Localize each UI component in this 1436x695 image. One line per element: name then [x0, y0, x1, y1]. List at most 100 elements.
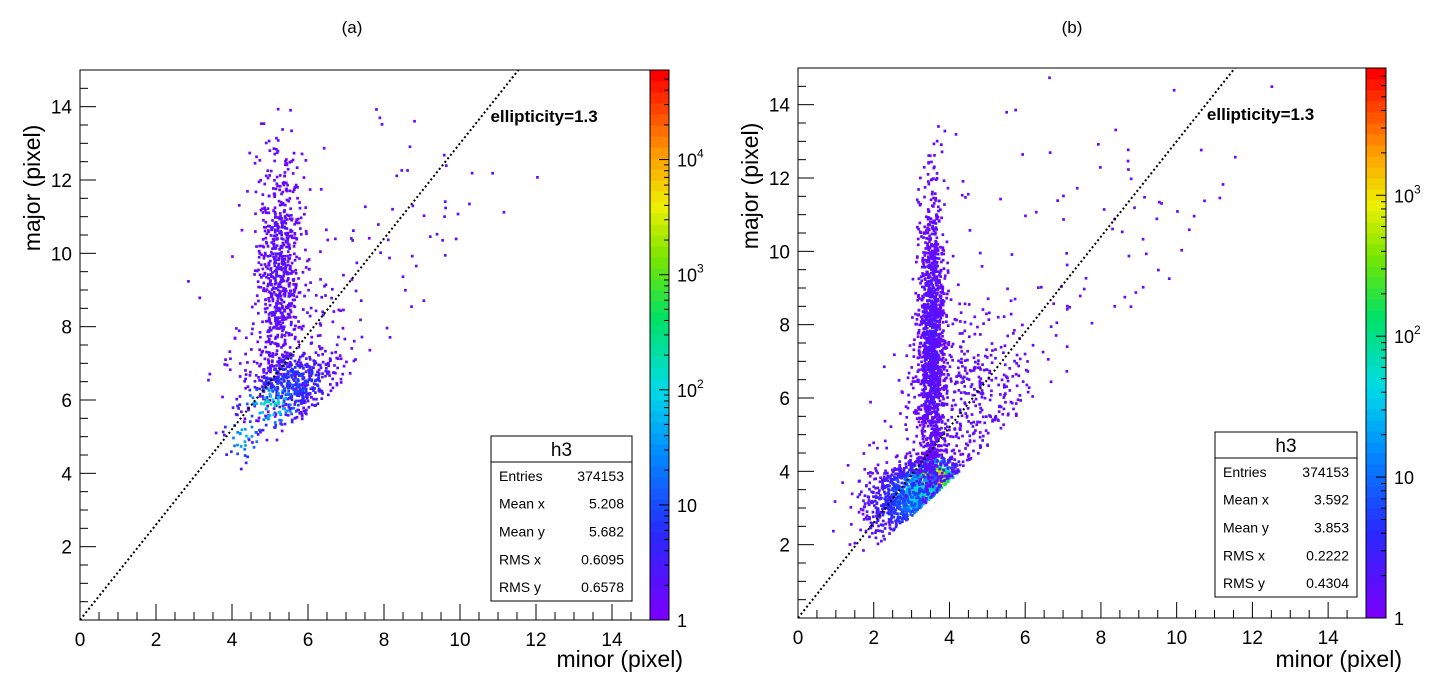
heatmap-bin [894, 472, 897, 476]
stats-label: RMS x [499, 551, 541, 567]
heatmap-bin [955, 318, 958, 322]
heatmap-bin [922, 165, 926, 169]
heatmap-bin [351, 239, 354, 242]
heatmap-bin [298, 366, 302, 369]
heatmap-bin [318, 379, 321, 383]
heatmap-bin [284, 163, 287, 167]
heatmap-bin [266, 245, 270, 248]
heatmap-bin [894, 525, 898, 529]
heatmap-bin [281, 254, 284, 258]
heatmap-bin [934, 455, 937, 459]
heatmap-bin [903, 473, 906, 477]
heatmap-bin [271, 352, 275, 355]
heatmap-bin [930, 249, 934, 253]
heatmap-bin [279, 200, 283, 204]
heatmap-bin [940, 421, 944, 424]
heatmap-bin [882, 365, 886, 369]
heatmap-bin [275, 349, 279, 352]
heatmap-bin [933, 242, 937, 246]
heatmap-bin [925, 333, 929, 336]
heatmap-bin [295, 372, 298, 376]
heatmap-bin [298, 412, 302, 415]
heatmap-bin [266, 207, 270, 210]
heatmap-bin [942, 397, 945, 401]
heatmap-bin [265, 371, 268, 375]
heatmap-bin [937, 353, 940, 357]
heatmap-bin [929, 496, 933, 499]
heatmap-bin [264, 254, 267, 257]
heatmap-bin [287, 295, 291, 298]
heatmap-bin [980, 395, 984, 399]
heatmap-bin [867, 503, 871, 507]
heatmap-bin [942, 292, 946, 295]
heatmap-bin [294, 286, 298, 290]
heatmap-bin [920, 429, 924, 433]
heatmap-bin [325, 362, 329, 366]
heatmap-bin [898, 472, 902, 475]
heatmap-bin [926, 493, 930, 496]
heatmap-bin [273, 178, 276, 182]
heatmap-bin [916, 335, 920, 338]
heatmap-bin [972, 356, 976, 360]
heatmap-bin [921, 388, 924, 392]
heatmap-bin [947, 472, 951, 476]
heatmap-bin [263, 229, 267, 233]
heatmap-bin [921, 458, 925, 462]
heatmap-bin [894, 519, 897, 523]
heatmap-bin [246, 385, 250, 388]
heatmap-bin [997, 405, 1001, 409]
heatmap-bin [231, 255, 234, 258]
heatmap-bin [281, 375, 284, 378]
heatmap-bin [285, 187, 288, 191]
heatmap-bin [897, 500, 900, 504]
heatmap-bin [999, 393, 1002, 396]
heatmap-bin [970, 413, 974, 416]
heatmap-bin [936, 343, 940, 347]
heatmap-bin [334, 371, 337, 375]
heatmap-bin [976, 353, 980, 357]
heatmap-bin [926, 424, 930, 428]
heatmap-bin [298, 392, 301, 396]
heatmap-bin [927, 292, 931, 296]
heatmap-bin [273, 192, 276, 196]
heatmap-bin [951, 435, 955, 439]
heatmap-bin [874, 496, 878, 500]
heatmap-bin [952, 467, 955, 471]
heatmap-bin [939, 208, 942, 211]
heatmap-bin [876, 507, 880, 510]
heatmap-bin [280, 231, 283, 234]
heatmap-bin [979, 392, 983, 395]
heatmap-bin [326, 238, 330, 242]
heatmap-bin [899, 512, 902, 516]
heatmap-bin [942, 338, 945, 342]
heatmap-bin [942, 437, 945, 441]
heatmap-bin [881, 487, 885, 491]
heatmap-bin [902, 507, 906, 510]
color-bar-label: 103 [677, 262, 704, 286]
heatmap-bin [928, 342, 931, 345]
heatmap-bin [969, 457, 973, 460]
heatmap-bin [331, 371, 335, 375]
heatmap-bin [274, 379, 278, 382]
heatmap-bin [891, 521, 894, 524]
heatmap-bin [930, 386, 933, 390]
heatmap-bin [953, 458, 957, 461]
heatmap-bin [266, 284, 270, 288]
heatmap-bin [268, 392, 272, 396]
heatmap-bin [877, 491, 881, 495]
heatmap-bin [926, 465, 930, 468]
heatmap-bin [994, 348, 997, 351]
heatmap-bin [868, 481, 872, 485]
heatmap-bin [261, 244, 264, 248]
heatmap-bin [916, 452, 920, 456]
heatmap-bin [270, 314, 274, 317]
heatmap-bin [337, 308, 341, 312]
heatmap-bin [261, 394, 264, 398]
heatmap-bin [301, 270, 305, 274]
heatmap-bin [936, 434, 940, 437]
heatmap-bin [923, 319, 926, 323]
heatmap-bin [935, 276, 939, 280]
x-tick-label: 8 [379, 630, 390, 651]
heatmap-bin [303, 411, 307, 414]
heatmap-bin [963, 391, 966, 394]
